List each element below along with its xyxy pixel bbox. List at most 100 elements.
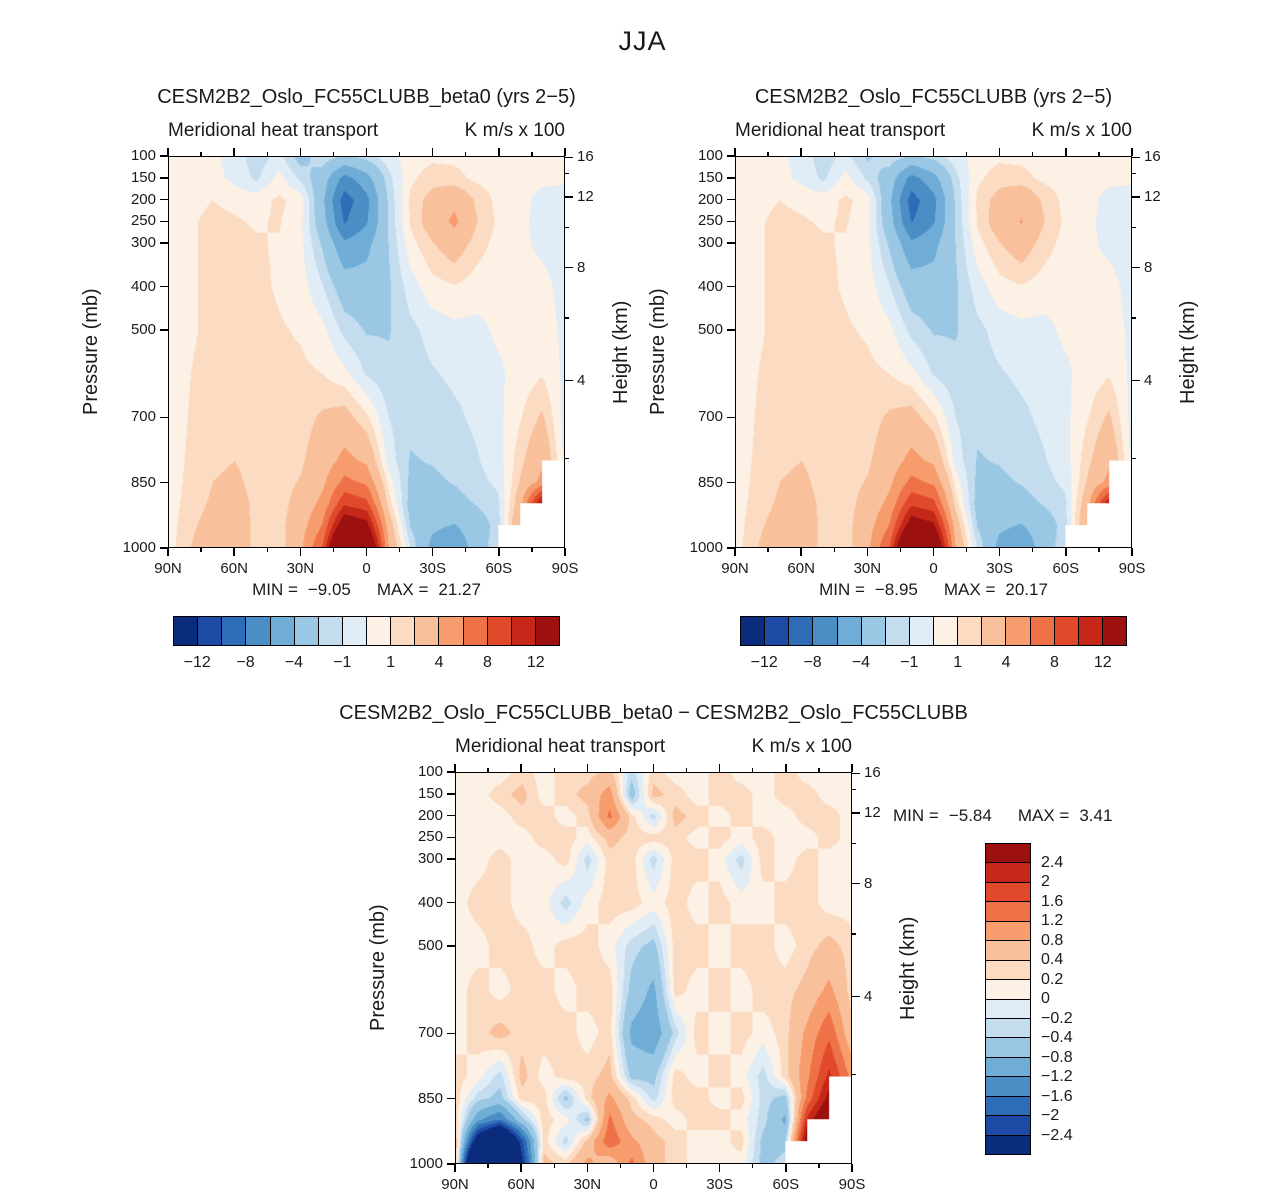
x-axis-minor-tick: [899, 548, 901, 552]
height-tick: [565, 379, 573, 382]
x-axis-minor-tick: [200, 548, 202, 552]
x-axis-minor-tick: [767, 548, 769, 552]
pressure-tick-label: 300: [417, 850, 443, 868]
pressure-tick: [160, 416, 168, 419]
contour-field-canvas: [736, 157, 1131, 547]
height-tick-label: 16: [1144, 148, 1161, 166]
pressure-tick-label: 300: [697, 234, 723, 252]
height-tick-label: 12: [577, 187, 594, 205]
pressure-tick: [447, 1097, 455, 1100]
colorbar-tick-label: 1: [386, 654, 396, 671]
x-axis-major-tick: [851, 1164, 853, 1172]
max-value: 3.41: [1079, 806, 1113, 825]
height-minor-tick: [1132, 458, 1136, 460]
colorbar-step: [764, 616, 790, 646]
pressure-tick: [160, 285, 168, 288]
height-tick: [1132, 156, 1140, 159]
height-tick-label: 12: [1144, 187, 1161, 205]
pressure-tick-label: 250: [417, 828, 443, 846]
colorbar-tick-label: 0.8: [1041, 931, 1064, 949]
height-axis-label: Height (km): [1177, 300, 1199, 404]
figure-title: JJA: [618, 26, 667, 56]
colorbar-step: [985, 901, 1031, 922]
x-axis-major-tick: [431, 148, 434, 156]
max-label: MAX =: [1017, 806, 1070, 825]
min-value: −5.84: [948, 806, 992, 825]
panel-subtitle-units: K m/s x 100: [751, 736, 852, 757]
height-minor-tick: [852, 789, 856, 791]
x-axis-major-tick: [734, 148, 736, 156]
height-minor-tick: [1132, 173, 1136, 175]
pressure-tick: [727, 177, 735, 179]
colorbar-step: [462, 616, 488, 646]
contour-field-canvas: [169, 157, 564, 547]
x-axis-minor-tick: [685, 768, 688, 772]
colorbar-tick-label: 0.4: [1041, 951, 1064, 968]
colorbar-tick-label: 4: [1001, 654, 1011, 671]
x-axis-minor-tick: [619, 768, 621, 772]
height-axis-label: Height (km): [897, 916, 919, 1020]
x-axis-minor-tick: [818, 1164, 820, 1168]
pressure-tick: [727, 329, 735, 331]
height-minor-tick: [852, 933, 856, 935]
colorbar-tick-label: 1.6: [1041, 892, 1064, 910]
x-axis-major-tick: [1065, 548, 1067, 556]
x-axis-major-tick: [785, 764, 787, 772]
x-tick-label: 90S: [838, 1176, 866, 1193]
x-axis-major-tick: [233, 148, 235, 156]
x-axis-major-tick: [800, 148, 802, 156]
height-tick: [1132, 196, 1140, 198]
x-axis-major-tick: [866, 548, 869, 556]
x-axis-major-tick: [564, 548, 566, 556]
height-tick-label: 8: [577, 258, 586, 276]
pressure-tick-label: 500: [130, 321, 156, 339]
x-axis-minor-tick: [899, 152, 901, 156]
x-axis-major-tick: [431, 548, 434, 556]
colorbar-step: [985, 1134, 1031, 1155]
max-label: MAX =: [943, 580, 996, 599]
x-tick-label: 30S: [706, 1176, 733, 1193]
colorbar-step: [812, 616, 838, 646]
pressure-tick: [160, 242, 168, 244]
x-axis-major-tick: [652, 1164, 655, 1172]
x-axis-minor-tick: [1032, 152, 1034, 156]
pressure-tick-label: 1000: [122, 539, 156, 556]
x-axis-major-tick: [454, 764, 456, 772]
colorbar-step: [985, 1037, 1031, 1058]
pressure-tick-label: 250: [130, 212, 156, 230]
colorbar-tick-label: 12: [1093, 654, 1112, 671]
panel-title: CESM2B2_Oslo_FC55CLUBB_beta0 − CESM2B2_O…: [339, 702, 968, 724]
pressure-tick: [447, 814, 455, 817]
colorbar-tick-label: −4: [284, 654, 304, 671]
colorbar-step: [245, 616, 271, 646]
colorbar-step: [414, 616, 440, 646]
pressure-axis-label: Pressure (mb): [80, 288, 102, 416]
x-axis-major-tick: [998, 148, 1001, 156]
x-axis-minor-tick: [200, 152, 202, 156]
colorbar-step: [985, 920, 1031, 942]
colorbar-step: [884, 616, 910, 646]
pressure-tick-label: 1000: [689, 539, 723, 556]
x-axis-major-tick: [800, 548, 802, 556]
pressure-tick: [727, 416, 735, 419]
colorbar-step: [1077, 616, 1103, 646]
x-tick-label: 90S: [1118, 560, 1146, 577]
max-value: 20.17: [1005, 580, 1048, 599]
pressure-tick: [447, 1163, 455, 1165]
min-max-stats: MIN = −5.84 MAX = 3.41: [893, 806, 1112, 826]
x-axis-minor-tick: [398, 152, 401, 156]
contour-plot: [735, 156, 1132, 548]
x-axis-minor-tick: [487, 768, 489, 772]
pressure-tick: [727, 242, 735, 244]
x-axis-minor-tick: [767, 152, 769, 156]
x-tick-label: 30N: [286, 560, 315, 577]
min-label: MIN =: [252, 580, 298, 599]
min-label: MIN =: [893, 806, 939, 825]
pressure-tick-label: 700: [130, 408, 156, 426]
height-minor-tick: [565, 317, 569, 319]
pressure-tick-label: 850: [417, 1089, 443, 1107]
height-tick: [565, 266, 573, 269]
x-axis-minor-tick: [465, 548, 467, 552]
x-tick-label: 60S: [485, 560, 513, 577]
colorbar-step: [985, 959, 1031, 981]
